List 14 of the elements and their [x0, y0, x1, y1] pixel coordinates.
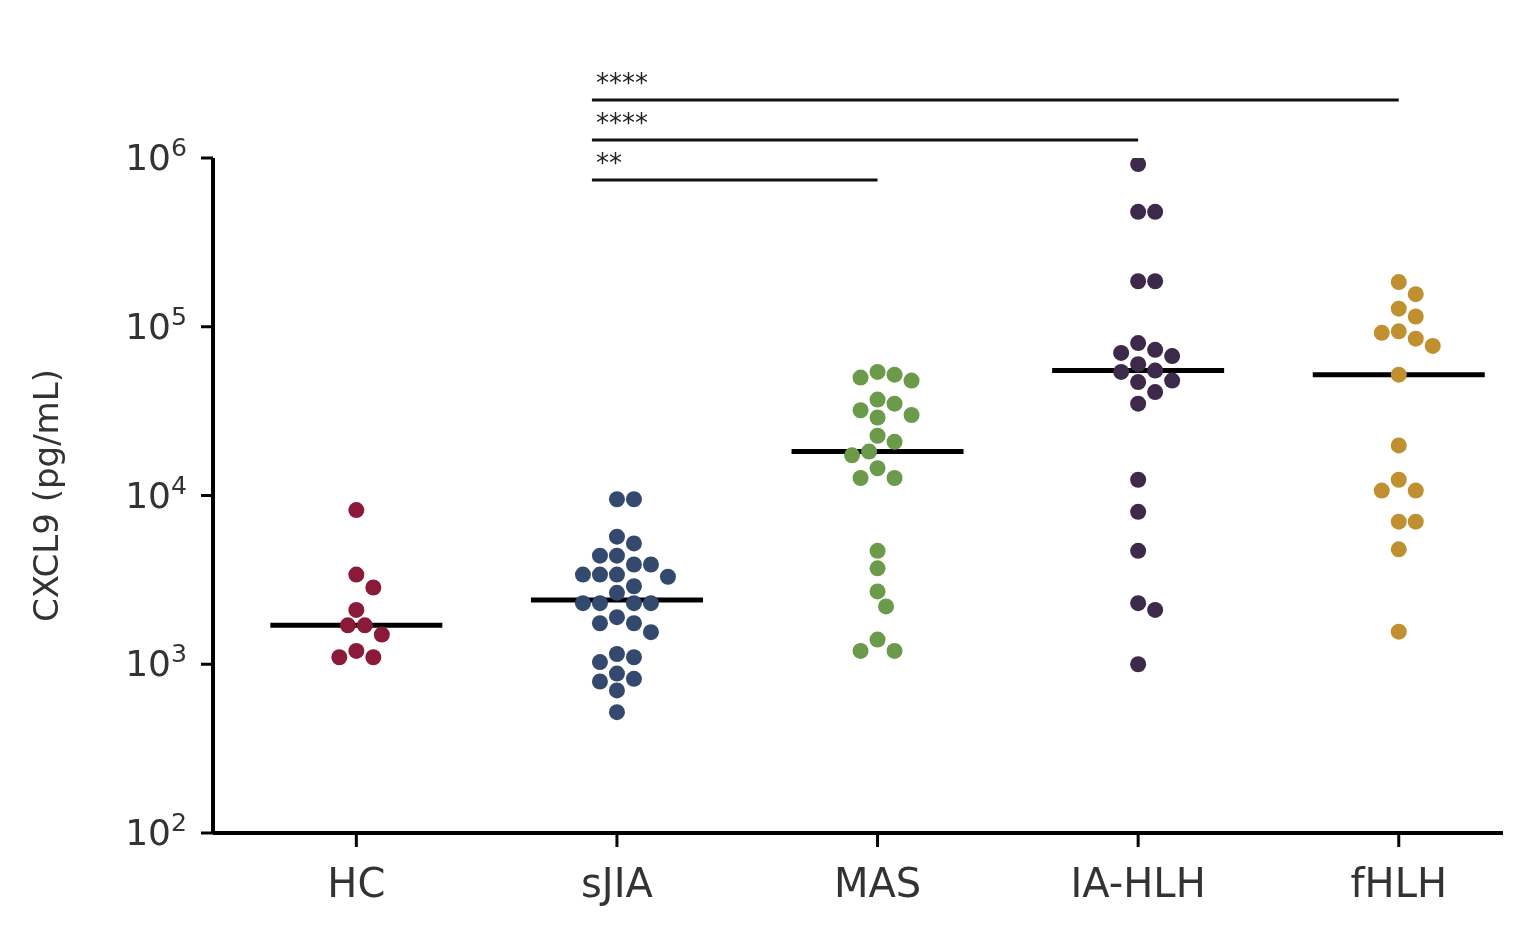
y-tick-label: 10$^{6}$ [125, 132, 187, 178]
text: **** [595, 68, 648, 98]
y-axis-title: CXCL9 (pg/mL) [26, 369, 67, 622]
y-tick-label: 10$^{4}$ [125, 470, 187, 516]
y-tick-label: 10$^{5}$ [125, 301, 187, 347]
annotation: ** [595, 148, 622, 178]
x-tick-label: HC [327, 860, 386, 906]
y-tick-label: 10$^{2}$ [125, 807, 187, 853]
y-tick-label: 10$^{3}$ [125, 638, 187, 685]
x-tick-label: IA-HLH [1070, 860, 1206, 906]
x-tick-label: sJIA [581, 860, 654, 906]
x-tick-label: MAS [833, 860, 922, 906]
x-tick-label: fHLH [1350, 860, 1448, 906]
text: **** [595, 108, 648, 138]
